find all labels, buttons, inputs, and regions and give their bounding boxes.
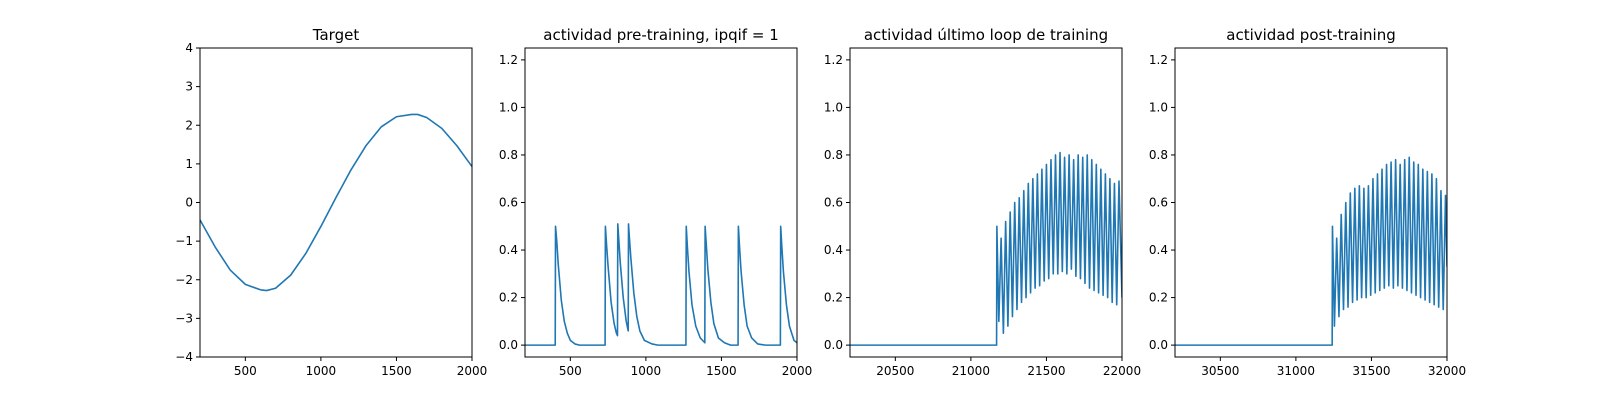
x-tick-label: 21500: [1027, 364, 1065, 378]
y-tick-label: 0.8: [1149, 148, 1168, 162]
y-tick-label: −1: [175, 234, 193, 248]
chart-panel-1: Target 500 1000 1500 2000 −4 −3 −2 −1 0 1 2 3 4: [175, 26, 487, 378]
y-tick-label: 4: [185, 41, 193, 55]
x-tick-label: 500: [559, 364, 582, 378]
y-tick-label: 0.4: [1149, 243, 1168, 257]
y-tick-label: 0: [185, 196, 193, 210]
y-tick-label: 1.0: [1149, 100, 1168, 114]
y-tick-label: 0.2: [1149, 291, 1168, 305]
series-line-1: [850, 151, 1122, 346]
x-tick-label: 22000: [1103, 364, 1141, 378]
chart-title: Target: [312, 26, 360, 44]
y-tick-label: 0.0: [1149, 338, 1168, 352]
y-tick-label: 0.6: [1149, 196, 1168, 210]
y-tick-label: 0.8: [499, 148, 518, 162]
x-tick-label: 21000: [952, 364, 990, 378]
x-tick-label: 2000: [782, 364, 813, 378]
x-tick-label: 1000: [306, 364, 337, 378]
y-tick-label: 2: [185, 118, 193, 132]
x-tick-label: 32000: [1428, 364, 1466, 378]
y-tick-label: 0.4: [824, 243, 843, 257]
series-line-1: [200, 113, 472, 292]
x-tick-label: 20500: [876, 364, 914, 378]
x-tick-label: 1500: [706, 364, 737, 378]
y-tick-label: 0.8: [824, 148, 843, 162]
y-tick-label: −2: [175, 273, 193, 287]
plot-frame: [524, 47, 798, 358]
x-tick-label: 1500: [381, 364, 412, 378]
series-line-1: [1175, 156, 1447, 346]
y-tick-label: 1.2: [499, 53, 518, 67]
x-tick-label: 500: [234, 364, 257, 378]
chart-panel-4: actividad post-training 30500 31000 31500 32…: [1149, 26, 1466, 378]
plot-frame: [199, 47, 473, 358]
chart-title: actividad pre-training, ipqif = 1: [543, 26, 779, 44]
y-tick-label: 1.2: [824, 53, 843, 67]
series-line-1: [525, 223, 797, 346]
chart-panel-2: actividad pre-training, ipqif = 1 500 1000…: [499, 26, 812, 378]
y-tick-label: 3: [185, 80, 193, 94]
chart-title: actividad post-training: [1226, 26, 1395, 44]
y-tick-label: 1.0: [499, 100, 518, 114]
y-tick-label: 0.6: [824, 196, 843, 210]
y-tick-label: 0.2: [499, 291, 518, 305]
x-tick-label: 2000: [457, 364, 488, 378]
x-tick-label: 31000: [1277, 364, 1315, 378]
x-tick-label: 30500: [1201, 364, 1239, 378]
x-tick-label: 1000: [631, 364, 662, 378]
y-tick-label: 0.0: [499, 338, 518, 352]
y-tick-label: 0.4: [499, 243, 518, 257]
y-tick-label: 1: [185, 157, 193, 171]
y-tick-label: 1.0: [824, 100, 843, 114]
y-tick-label: 1.2: [1149, 53, 1168, 67]
y-tick-label: 0.6: [499, 196, 518, 210]
y-tick-label: 0.2: [824, 291, 843, 305]
x-tick-label: 31500: [1352, 364, 1390, 378]
y-tick-label: −4: [175, 350, 193, 364]
chart-title: actividad último loop de training: [864, 26, 1108, 44]
y-tick-label: 0.0: [824, 338, 843, 352]
y-tick-label: −3: [175, 311, 193, 325]
chart-panel-3: actividad último loop de training 20500 21…: [824, 26, 1141, 378]
